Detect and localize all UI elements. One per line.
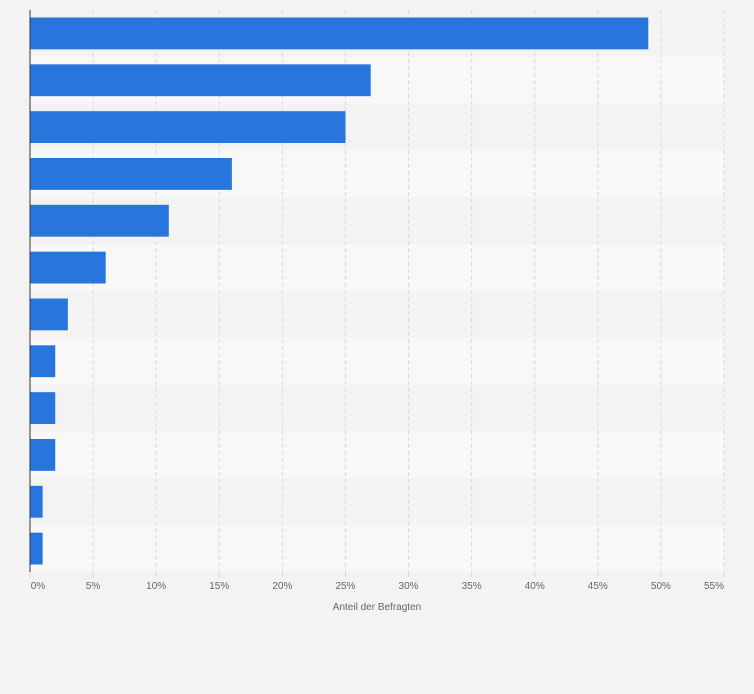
- bar: [30, 485, 43, 518]
- row-band: [30, 244, 724, 291]
- x-tick-label: 40%: [525, 581, 545, 592]
- x-tick-label: 45%: [588, 581, 608, 592]
- row-band: [30, 384, 724, 432]
- bar: [30, 298, 68, 331]
- bar: [30, 204, 169, 237]
- x-tick-label: 30%: [399, 581, 419, 592]
- bar: [30, 392, 56, 425]
- row-band: [30, 431, 724, 479]
- x-tick-label: 0%: [31, 581, 46, 592]
- bars: [30, 17, 649, 565]
- x-tick-label: 10%: [146, 581, 166, 592]
- row-band: [30, 478, 724, 526]
- bar: [30, 345, 56, 378]
- x-tick-label: 15%: [209, 581, 229, 592]
- row-band: [30, 337, 724, 385]
- x-axis-title: Anteil der Befragten: [333, 602, 421, 613]
- bar: [30, 251, 106, 284]
- row-band: [30, 525, 724, 572]
- bar: [30, 64, 371, 97]
- x-tick-label: 25%: [335, 581, 355, 592]
- x-tick-label: 55%: [704, 581, 724, 592]
- bar: [30, 438, 56, 471]
- bar: [30, 17, 649, 50]
- row-band: [30, 291, 724, 338]
- x-tick-label: 20%: [272, 581, 292, 592]
- bar: [30, 157, 232, 190]
- x-axis-ticks: 0% 5% 10% 15% 20% 25% 30% 35% 40% 45% 50% 55%: [29, 572, 725, 592]
- x-tick-label: 35%: [462, 581, 482, 592]
- x-tick-label: 50%: [651, 581, 671, 592]
- bar: [30, 111, 346, 144]
- bar: [30, 532, 43, 565]
- grid-lines: [92, 10, 725, 572]
- x-tick-label: 5%: [86, 581, 101, 592]
